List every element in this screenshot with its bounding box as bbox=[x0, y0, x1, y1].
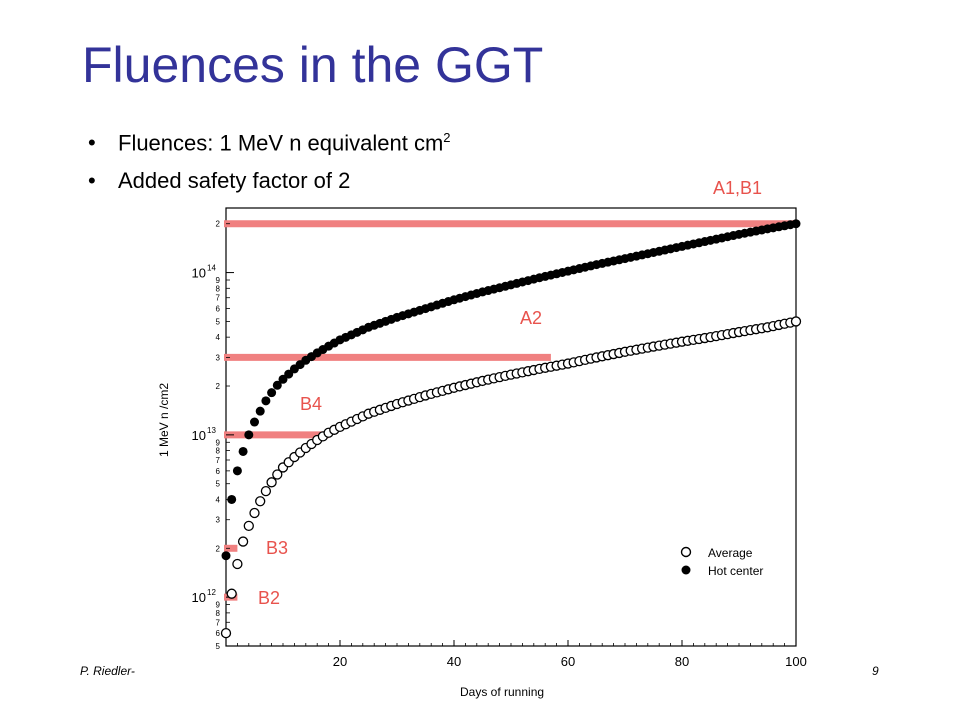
hot-center-point bbox=[284, 369, 294, 379]
threshold-label: A1,B1 bbox=[713, 178, 762, 198]
bullet-list: • Fluences: 1 MeV n equivalent cm2 • Add… bbox=[88, 130, 451, 206]
hot-center-point bbox=[272, 380, 282, 390]
y-minor-tick-label: 7 bbox=[216, 456, 221, 465]
bullet-text: Fluences: 1 MeV n equivalent cm bbox=[118, 130, 444, 156]
bullet-item: • Added safety factor of 2 bbox=[88, 168, 451, 206]
legend: Average Hot center bbox=[680, 546, 763, 578]
y-minor-tick-label: 7 bbox=[216, 294, 221, 303]
y-minor-tick-label: 3 bbox=[216, 516, 221, 525]
x-tick-label: 60 bbox=[561, 654, 575, 669]
y-minor-tick-label: 9 bbox=[216, 276, 221, 285]
hot-center-point bbox=[255, 406, 265, 416]
hot-center-point bbox=[791, 219, 801, 229]
average-point bbox=[226, 588, 237, 599]
x-tick-label: 80 bbox=[675, 654, 689, 669]
hot-center-point bbox=[244, 430, 254, 440]
average-point bbox=[249, 507, 260, 519]
y-tick-label: 10 bbox=[192, 428, 206, 443]
legend-hot-center-marker bbox=[681, 565, 691, 575]
plot-frame bbox=[225, 207, 797, 647]
y-minor-tick-label: 4 bbox=[216, 333, 221, 342]
bullet-superscript: 2 bbox=[443, 130, 451, 145]
average-point bbox=[237, 536, 249, 547]
hot-center-point bbox=[221, 551, 231, 561]
average-point bbox=[790, 316, 802, 327]
x-axis-label: Days of running bbox=[460, 685, 544, 699]
y-minor-tick-label: 7 bbox=[216, 618, 221, 627]
hot-center-point bbox=[261, 396, 271, 406]
average-point bbox=[266, 477, 277, 488]
hot-center-point bbox=[267, 388, 277, 398]
y-minor-tick-label: 9 bbox=[216, 438, 221, 447]
legend-average-marker bbox=[680, 546, 692, 558]
y-minor-tick-label: 2 bbox=[216, 382, 221, 391]
y-minor-tick-label: 5 bbox=[216, 480, 221, 489]
footer-author: P. Riedler- bbox=[80, 664, 135, 678]
y-tick-label: 10 bbox=[192, 590, 206, 605]
y-minor-tick-label: 4 bbox=[216, 495, 221, 504]
threshold-annotations: A1,B1 A2 B4 B3 B2 bbox=[258, 178, 762, 608]
x-tick-label: 40 bbox=[447, 654, 461, 669]
bullet-text: Added safety factor of 2 bbox=[118, 168, 351, 193]
average-point bbox=[255, 496, 266, 507]
data-series bbox=[220, 219, 802, 639]
y-minor-tick-label: 3 bbox=[216, 353, 221, 362]
y-minor-tick-label: 8 bbox=[216, 284, 221, 293]
threshold-label: B3 bbox=[266, 538, 288, 558]
y-tick-exponent: 13 bbox=[207, 426, 216, 435]
x-tick-label: 20 bbox=[333, 654, 347, 669]
bullet-dot-icon: • bbox=[88, 168, 96, 193]
threshold-label: B2 bbox=[258, 588, 280, 608]
y-minor-tick-label: 9 bbox=[216, 601, 221, 610]
average-point bbox=[272, 469, 283, 480]
hot-center-point bbox=[227, 494, 237, 504]
x-tick-label: 100 bbox=[785, 654, 807, 669]
y-minor-tick-label: 8 bbox=[216, 447, 221, 456]
y-minor-tick-label: 6 bbox=[216, 305, 221, 314]
legend-hot-center-label: Hot center bbox=[708, 564, 763, 578]
threshold-label: B4 bbox=[300, 394, 322, 414]
legend-average-label: Average bbox=[708, 546, 753, 560]
hot-center-point bbox=[232, 466, 242, 476]
bullet-dot-icon: • bbox=[88, 130, 96, 155]
y-tick-label: 10 bbox=[192, 266, 206, 281]
hot-center-point bbox=[250, 417, 259, 427]
y-minor-tick-label: 2 bbox=[216, 544, 221, 553]
page-number: 9 bbox=[872, 664, 879, 678]
y-minor-tick-label: 5 bbox=[216, 317, 221, 326]
y-minor-tick-label: 6 bbox=[216, 467, 221, 476]
y-axis-label: 1 MeV n /cm2 bbox=[157, 383, 171, 457]
average-point bbox=[243, 520, 254, 532]
y-minor-tick-label: 6 bbox=[216, 629, 221, 638]
page-title: Fluences in the GGT bbox=[82, 37, 544, 93]
average-point bbox=[220, 628, 232, 639]
y-tick-exponent: 14 bbox=[207, 264, 216, 273]
hot-center-point bbox=[238, 446, 248, 456]
y-minor-tick-label: 2 bbox=[216, 220, 221, 229]
threshold-lines bbox=[224, 220, 796, 601]
y-minor-tick-label: 8 bbox=[216, 609, 221, 618]
threshold-label: A2 bbox=[520, 308, 542, 328]
average-point bbox=[232, 558, 243, 570]
bullet-item: • Fluences: 1 MeV n equivalent cm2 bbox=[88, 130, 451, 168]
hot-center-point bbox=[278, 374, 288, 384]
y-minor-tick-label: 5 bbox=[216, 642, 221, 651]
average-point bbox=[260, 485, 272, 497]
y-tick-exponent: 12 bbox=[207, 588, 216, 597]
